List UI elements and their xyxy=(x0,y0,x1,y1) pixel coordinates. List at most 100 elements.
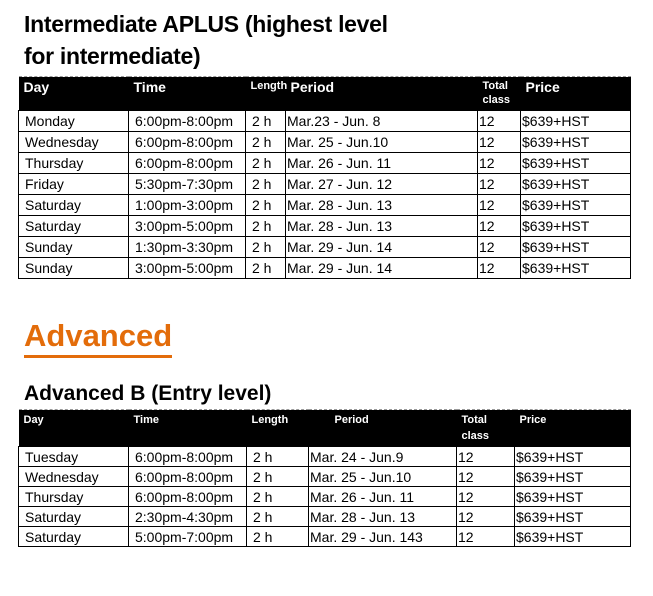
cell-price: $639+HST xyxy=(514,446,631,467)
header-period: Period xyxy=(285,76,478,111)
cell-day: Wednesday xyxy=(18,131,129,153)
cell-period: Mar. 25 - Jun.10 xyxy=(285,131,478,153)
cell-period: Mar. 29 - Jun. 143 xyxy=(308,526,457,547)
cell-period: Mar. 24 - Jun.9 xyxy=(308,446,457,467)
table-row: Friday 5:30pm-7:30pm 2 h Mar. 27 - Jun. 12 1… xyxy=(18,173,631,195)
cell-total-class: 12 xyxy=(477,194,521,216)
cell-price: $639+HST xyxy=(514,466,631,487)
cell-time: 6:00pm-8:00pm xyxy=(128,466,247,487)
header-total-class: Total class xyxy=(477,76,521,111)
cell-day: Wednesday xyxy=(18,466,129,487)
cell-price: $639+HST xyxy=(520,110,631,132)
cell-day: Sunday xyxy=(18,257,129,279)
cell-total-class: 12 xyxy=(456,486,515,507)
header-length: Length xyxy=(246,409,309,447)
cell-day: Saturday xyxy=(18,194,129,216)
cell-time: 6:00pm-8:00pm xyxy=(128,110,246,132)
cell-price: $639+HST xyxy=(514,486,631,507)
cell-time: 6:00pm-8:00pm xyxy=(128,486,247,507)
cell-day: Saturday xyxy=(18,526,129,547)
cell-length: 2 h xyxy=(246,446,309,467)
cell-time: 2:30pm-4:30pm xyxy=(128,506,247,527)
table-row: Saturday 2:30pm-4:30pm 2 h Mar. 28 - Jun. 1… xyxy=(18,506,631,527)
cell-day: Tuesday xyxy=(18,446,129,467)
cell-period: Mar. 26 - Jun. 11 xyxy=(285,152,478,174)
cell-time: 6:00pm-8:00pm xyxy=(128,446,247,467)
advanced-b-title: Advanced B (Entry level) xyxy=(24,382,272,405)
cell-period: Mar. 27 - Jun. 12 xyxy=(285,173,478,195)
cell-price: $639+HST xyxy=(514,526,631,547)
cell-time: 3:00pm-5:00pm xyxy=(128,257,246,279)
intermediate-title-line1: Intermediate APLUS (highest level xyxy=(24,11,388,37)
intermediate-title-line2: for intermediate) xyxy=(24,43,201,69)
cell-price: $639+HST xyxy=(520,236,631,258)
cell-price: $639+HST xyxy=(520,194,631,216)
cell-total-class: 12 xyxy=(477,110,521,132)
cell-period: Mar. 28 - Jun. 13 xyxy=(285,215,478,237)
cell-length: 2 h xyxy=(246,466,309,487)
cell-length: 2 h xyxy=(245,173,286,195)
cell-total-class: 12 xyxy=(477,236,521,258)
cell-period: Mar. 26 - Jun. 11 xyxy=(308,486,457,507)
table-row: Saturday 5:00pm-7:00pm 2 h Mar. 29 - Jun. 1… xyxy=(18,526,631,547)
cell-length: 2 h xyxy=(245,110,286,132)
cell-price: $639+HST xyxy=(520,257,631,279)
cell-day: Sunday xyxy=(18,236,129,258)
header-price: Price xyxy=(514,409,631,447)
cell-day: Saturday xyxy=(18,506,129,527)
cell-period: Mar. 29 - Jun. 14 xyxy=(285,257,478,279)
cell-total-class: 12 xyxy=(477,131,521,153)
cell-price: $639+HST xyxy=(520,215,631,237)
cell-time: 6:00pm-8:00pm xyxy=(128,152,246,174)
cell-total-class: 12 xyxy=(477,257,521,279)
table-row: Saturday 3:00pm-5:00pm 2 h Mar. 28 - Jun. 1… xyxy=(18,215,631,237)
advanced-b-schedule-table: Day Time Length Period Total class Price Tuesd… xyxy=(18,409,631,547)
cell-time: 5:00pm-7:00pm xyxy=(128,526,247,547)
table-row: Wednesday 6:00pm-8:00pm 2 h Mar. 25 - Jun.1… xyxy=(18,131,631,153)
table-row: Thursday 6:00pm-8:00pm 2 h Mar. 26 - Jun. 1… xyxy=(18,152,631,174)
cell-length: 2 h xyxy=(245,152,286,174)
header-price: Price xyxy=(520,76,631,111)
cell-time: 3:00pm-5:00pm xyxy=(128,215,246,237)
cell-period: Mar. 29 - Jun. 14 xyxy=(285,236,478,258)
header-length: Length xyxy=(245,76,287,111)
table-row: Sunday 1:30pm-3:30pm 2 h Mar. 29 - Jun. 14 1… xyxy=(18,236,631,258)
cell-day: Friday xyxy=(18,173,129,195)
table-row: Wednesday 6:00pm-8:00pm 2 h Mar. 25 - Jun.1… xyxy=(18,466,631,487)
header-time: Time xyxy=(128,409,247,447)
cell-total-class: 12 xyxy=(456,466,515,487)
table-row: Sunday 3:00pm-5:00pm 2 h Mar. 29 - Jun. 14 1… xyxy=(18,257,631,279)
cell-period: Mar. 28 - Jun. 13 xyxy=(285,194,478,216)
cell-total-class: 12 xyxy=(456,526,515,547)
cell-time: 5:30pm-7:30pm xyxy=(128,173,246,195)
header-day: Day xyxy=(18,76,129,111)
cell-day: Thursday xyxy=(18,152,129,174)
table-row: Monday 6:00pm-8:00pm 2 h Mar.23 - Jun. 8 12 $… xyxy=(18,110,631,132)
cell-period: Mar. 28 - Jun. 13 xyxy=(308,506,457,527)
table-row: Saturday 1:00pm-3:00pm 2 h Mar. 28 - Jun. 1… xyxy=(18,194,631,216)
cell-length: 2 h xyxy=(245,257,286,279)
cell-length: 2 h xyxy=(245,236,286,258)
table-row: Thursday 6:00pm-8:00pm 2 h Mar. 26 - Jun. 1… xyxy=(18,486,631,507)
cell-price: $639+HST xyxy=(514,506,631,527)
cell-price: $639+HST xyxy=(520,173,631,195)
cell-length: 2 h xyxy=(246,486,309,507)
header-total-class: Total class xyxy=(456,409,515,447)
header-day: Day xyxy=(18,409,129,447)
cell-time: 6:00pm-8:00pm xyxy=(128,131,246,153)
cell-day: Saturday xyxy=(18,215,129,237)
table-row: Tuesday 6:00pm-8:00pm 2 h Mar. 24 - Jun.9 12… xyxy=(18,446,631,467)
cell-total-class: 12 xyxy=(456,446,515,467)
intermediate-schedule-table: Day Time Length Period Total class Price Monda… xyxy=(18,76,631,279)
cell-day: Monday xyxy=(18,110,129,132)
header-time: Time xyxy=(128,76,246,111)
cell-total-class: 12 xyxy=(456,506,515,527)
cell-time: 1:00pm-3:00pm xyxy=(128,194,246,216)
cell-period: Mar.23 - Jun. 8 xyxy=(285,110,478,132)
cell-time: 1:30pm-3:30pm xyxy=(128,236,246,258)
cell-period: Mar. 25 - Jun.10 xyxy=(308,466,457,487)
cell-total-class: 12 xyxy=(477,152,521,174)
cell-length: 2 h xyxy=(245,194,286,216)
cell-total-class: 12 xyxy=(477,173,521,195)
cell-length: 2 h xyxy=(245,131,286,153)
